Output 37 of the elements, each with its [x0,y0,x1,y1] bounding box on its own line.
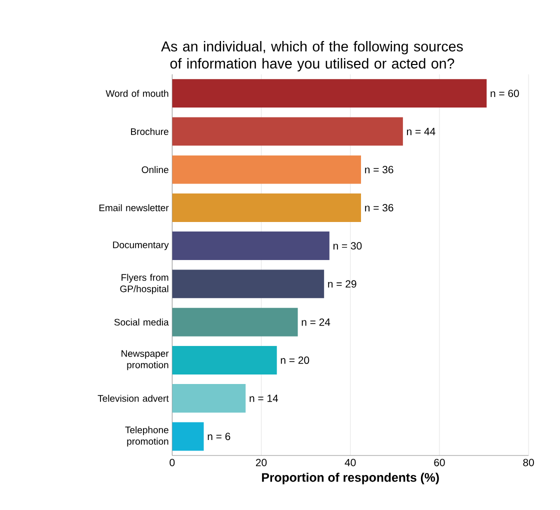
y-tick-label: Flyers from GP/hospital [120,274,168,294]
annotation: n = 29 [328,280,356,288]
y-tick-label: Documentary [113,242,169,250]
annotation: n = 14 [250,394,278,402]
y-tick-label: Email newsletter [99,204,169,212]
y-tick-label: Television advert [98,394,169,402]
annotation: n = 24 [302,318,330,326]
x-axis-title: Proportion of respondents (%) [262,472,439,484]
x-tick-label: 20 [256,458,267,466]
annotation: n = 60 [490,90,519,98]
x-tick-label: 80 [523,458,534,466]
bar [172,232,330,260]
annotation: n = 44 [406,128,436,136]
annotation: n = 36 [365,166,394,174]
annotation: n = 20 [280,356,310,364]
bar [172,270,324,298]
y-tick-label: Word of mouth [106,90,168,97]
y-tick-label: Online [142,166,168,174]
chart-title: As an individual, which of the following sources of information have you utilised or acted on? [161,41,463,72]
bar [172,79,487,108]
y-tick-label: Social media [114,318,169,326]
x-tick-label: 40 [344,458,356,466]
bar [172,194,362,222]
annotation: n = 30 [333,242,362,250]
x-tick-label: 0 [170,458,175,466]
annotation: n = 36 [365,204,394,212]
annotation: n = 6 [208,432,230,440]
bar [172,308,298,336]
bar [172,384,246,413]
bar [172,155,362,184]
bar [172,346,277,375]
y-tick-label: Newspaper promotion [122,350,169,370]
bar [172,117,403,146]
y-tick-label: Telephone promotion [125,426,168,447]
bar [172,422,204,451]
x-tick-label: 60 [434,458,445,466]
y-tick-label: Brochure [131,128,168,136]
